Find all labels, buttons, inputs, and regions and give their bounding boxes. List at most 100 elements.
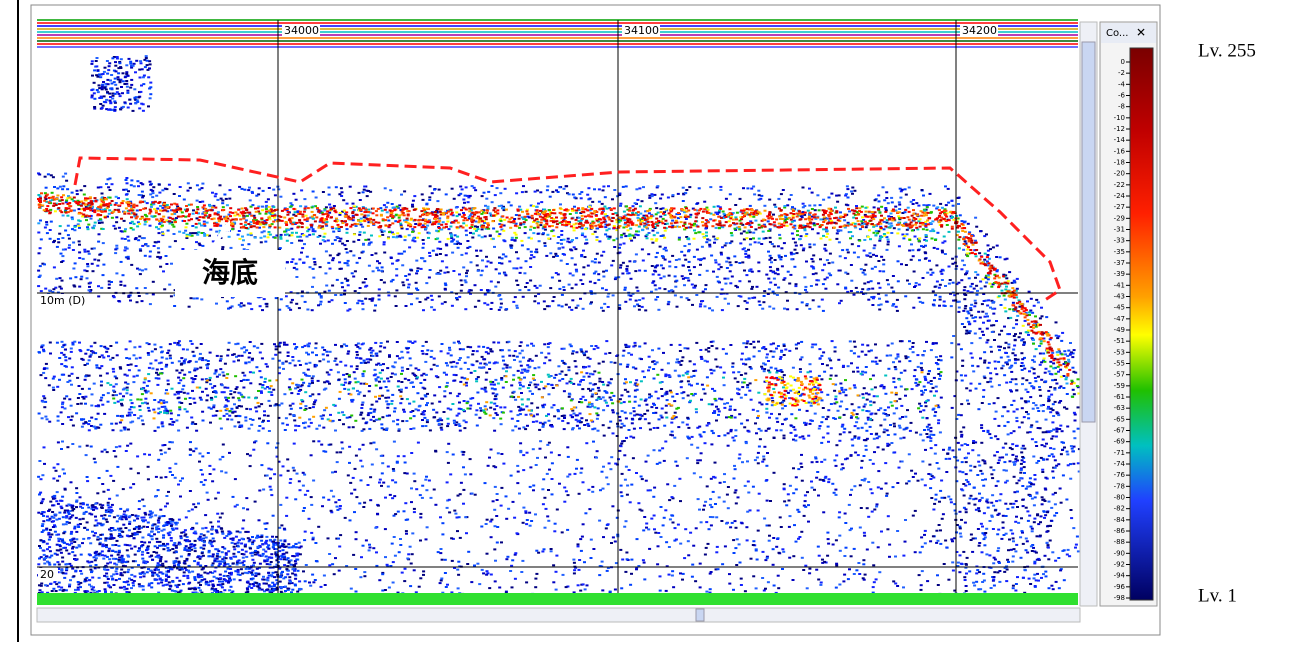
echo-pixel — [838, 229, 841, 231]
echo-pixel — [125, 207, 128, 209]
echo-pixel — [898, 211, 901, 213]
echo-pixel — [999, 256, 1002, 258]
echo-pixel — [910, 221, 913, 223]
echo-pixel — [718, 227, 721, 229]
echo-pixel — [908, 250, 911, 252]
echo-pixel — [202, 206, 205, 208]
echo-pixel — [746, 232, 749, 234]
echo-pixel — [808, 243, 811, 245]
echo-pixel — [626, 265, 629, 267]
echo-pixel — [549, 287, 552, 289]
echo-pixel — [931, 229, 934, 231]
echo-pixel — [799, 225, 802, 227]
echo-pixel — [505, 308, 508, 310]
echo-pixel — [646, 237, 649, 239]
echo-pixel — [693, 266, 696, 268]
echo-pixel — [656, 232, 659, 234]
echo-pixel — [648, 197, 651, 199]
echo-pixel — [725, 198, 728, 200]
echo-pixel — [632, 209, 635, 211]
echo-pixel — [805, 233, 808, 235]
echo-pixel — [79, 220, 82, 222]
echo-pixel — [717, 205, 720, 207]
echo-pixel — [74, 262, 77, 264]
echo-pixel — [826, 259, 829, 261]
echo-pixel — [594, 258, 597, 260]
echo-pixel — [674, 275, 677, 277]
echo-pixel — [709, 186, 712, 188]
echo-pixel — [915, 202, 918, 204]
echo-pixel — [678, 237, 681, 239]
echo-pixel — [338, 229, 341, 231]
echo-pixel — [322, 191, 325, 193]
echo-pixel — [380, 215, 383, 217]
echo-pixel — [300, 252, 303, 254]
echo-pixel — [161, 189, 164, 191]
echo-pixel — [979, 230, 982, 232]
echo-pixel — [850, 290, 853, 292]
echo-pixel — [67, 225, 70, 227]
echo-pixel — [361, 303, 364, 305]
echo-pixel — [861, 225, 864, 227]
echo-pixel — [484, 212, 487, 214]
echo-pixel — [1048, 370, 1051, 372]
echo-pixel — [720, 252, 723, 254]
echo-pixel — [805, 261, 808, 263]
echo-pixel — [966, 255, 969, 257]
echo-pixel — [914, 224, 917, 226]
echo-pixel — [944, 185, 947, 187]
echo-pixel — [849, 237, 852, 239]
echo-pixel — [809, 222, 812, 224]
echo-pixel — [598, 240, 601, 242]
echo-pixel — [767, 220, 770, 222]
echo-pixel — [410, 218, 413, 220]
echo-pixel — [578, 217, 581, 219]
echo-pixel — [973, 320, 976, 322]
echo-pixel — [97, 241, 100, 243]
echo-pixel — [773, 225, 776, 227]
echo-pixel — [329, 254, 332, 256]
echo-pixel — [586, 194, 589, 196]
echo-pixel — [968, 323, 971, 325]
echo-pixel — [936, 281, 939, 283]
echo-pixel — [941, 279, 944, 281]
echo-pixel — [965, 236, 968, 238]
echo-pixel — [331, 259, 334, 261]
echo-pixel — [1007, 290, 1010, 292]
echo-pixel — [982, 334, 985, 336]
echo-pixel — [386, 202, 389, 204]
echo-pixel — [539, 285, 542, 287]
echo-pixel — [632, 214, 635, 216]
echo-pixel — [519, 222, 522, 224]
echo-pixel — [983, 259, 986, 261]
echo-pixel — [804, 286, 807, 288]
echo-pixel — [237, 234, 240, 236]
echo-pixel — [377, 222, 380, 224]
echo-pixel — [101, 193, 104, 195]
echo-pixel — [863, 283, 866, 285]
echo-pixel — [220, 218, 223, 220]
echo-pixel — [1035, 332, 1038, 334]
echo-pixel — [236, 213, 239, 215]
echo-pixel — [462, 212, 465, 214]
echo-pixel — [1004, 310, 1007, 312]
echo-pixel — [601, 287, 604, 289]
echo-pixel — [346, 252, 349, 254]
echo-pixel — [168, 246, 171, 248]
echo-pixel — [864, 215, 867, 217]
echo-pixel — [644, 270, 647, 272]
echo-pixel — [928, 260, 931, 262]
echo-pixel — [1015, 323, 1018, 325]
echo-pixel — [871, 288, 874, 290]
echo-pixel — [1033, 305, 1036, 307]
echo-pixel — [292, 258, 295, 260]
echo-pixel — [521, 244, 524, 246]
echo-pixel — [822, 235, 825, 237]
echo-pixel — [529, 266, 532, 268]
echo-pixel — [1035, 348, 1038, 350]
echo-pixel — [998, 295, 1001, 297]
echo-pixel — [522, 223, 525, 225]
echo-pixel — [525, 210, 528, 212]
echo-pixel — [607, 296, 610, 298]
echo-pixel — [621, 273, 624, 275]
